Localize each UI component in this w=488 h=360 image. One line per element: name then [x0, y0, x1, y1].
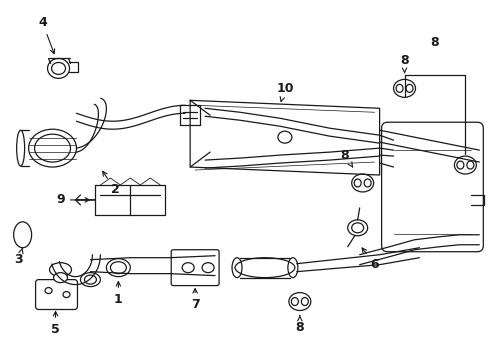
- Ellipse shape: [53, 273, 67, 283]
- Ellipse shape: [110, 262, 126, 274]
- Text: 8: 8: [340, 149, 352, 167]
- Text: 4: 4: [38, 16, 55, 54]
- Text: 3: 3: [14, 248, 23, 266]
- Text: 7: 7: [190, 289, 199, 311]
- Text: 8: 8: [399, 54, 408, 73]
- Text: 8: 8: [429, 36, 438, 49]
- Text: 10: 10: [276, 82, 293, 102]
- Text: 2: 2: [102, 171, 120, 197]
- Text: 1: 1: [114, 282, 122, 306]
- Text: 9: 9: [56, 193, 89, 206]
- Text: 8: 8: [295, 315, 304, 334]
- Ellipse shape: [351, 223, 363, 233]
- Text: 5: 5: [51, 311, 60, 336]
- Ellipse shape: [84, 275, 96, 284]
- Text: 6: 6: [361, 248, 378, 271]
